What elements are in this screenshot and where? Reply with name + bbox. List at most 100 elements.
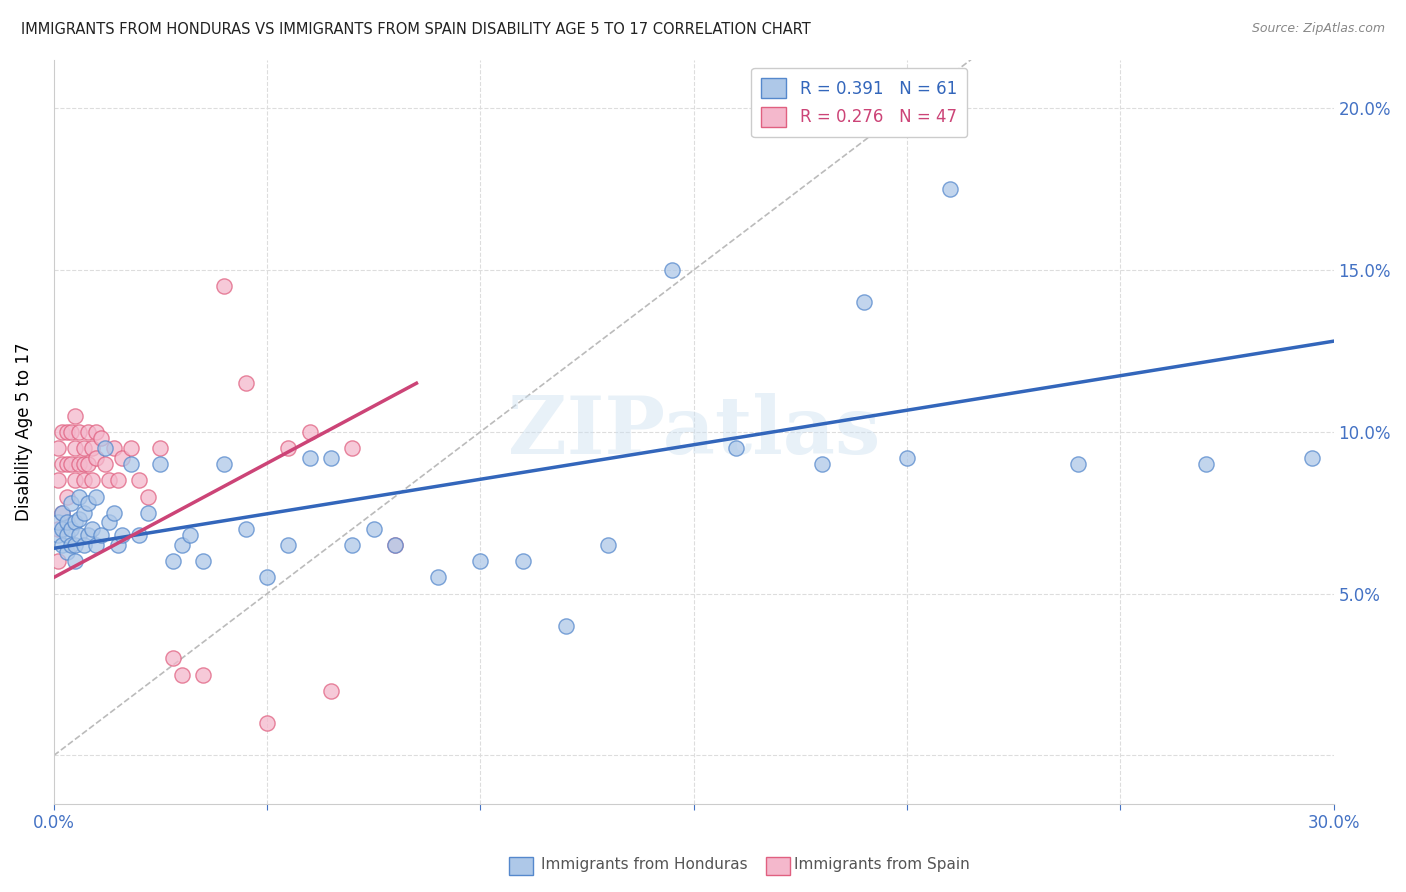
Point (725, 441, 748, 455)
Point (136, 490, 159, 504)
Point (298, 425, 321, 439)
Point (90, 431, 112, 445)
Point (107, 538, 129, 552)
Point (277, 538, 299, 552)
Point (191, 667, 214, 681)
Point (214, 457, 236, 471)
Point (55, 490, 77, 504)
Point (107, 473, 129, 487)
Point (470, 554, 492, 568)
Point (120, 457, 142, 471)
Point (51, 506, 73, 520)
Legend: R = 0.391   N = 61, R = 0.276   N = 47: R = 0.391 N = 61, R = 0.276 N = 47 (751, 68, 967, 137)
Point (94, 441, 117, 455)
FancyBboxPatch shape (509, 857, 533, 875)
Point (896, 450, 918, 465)
Point (170, 667, 193, 681)
Point (59, 522, 82, 536)
Point (1301, 450, 1323, 465)
Point (103, 506, 125, 520)
Point (321, 450, 343, 465)
Text: Immigrants from Honduras: Immigrants from Honduras (541, 857, 748, 872)
Point (111, 528, 134, 542)
Point (46, 522, 69, 536)
Point (51, 425, 73, 439)
Point (384, 538, 406, 552)
Point (59, 496, 82, 510)
Point (86, 538, 108, 552)
Point (661, 263, 683, 277)
Point (73, 506, 96, 520)
Point (384, 538, 406, 552)
Point (77, 457, 100, 471)
FancyBboxPatch shape (766, 857, 790, 875)
Point (214, 279, 236, 293)
Point (554, 619, 576, 633)
Point (63, 516, 86, 530)
Point (86, 425, 108, 439)
Point (55, 544, 77, 558)
Point (94, 457, 117, 471)
Point (1066, 457, 1088, 471)
Point (67, 528, 90, 542)
Point (67, 490, 90, 504)
Point (120, 441, 142, 455)
Point (191, 554, 214, 568)
Point (59, 457, 82, 471)
Point (51, 457, 73, 471)
Point (256, 716, 278, 731)
Point (73, 538, 96, 552)
Point (86, 490, 108, 504)
Point (59, 425, 82, 439)
Point (162, 651, 184, 665)
Point (235, 376, 257, 391)
Point (55, 457, 77, 471)
Point (51, 522, 73, 536)
Point (63, 409, 86, 423)
Point (363, 522, 385, 536)
Point (277, 441, 299, 455)
Point (55, 425, 77, 439)
Point (136, 506, 159, 520)
Point (82, 522, 104, 536)
Point (67, 512, 90, 526)
Point (98, 516, 121, 530)
Point (73, 473, 96, 487)
Point (63, 554, 86, 568)
Point (86, 450, 108, 465)
Point (256, 570, 278, 584)
Point (77, 528, 100, 542)
Point (73, 457, 96, 471)
Point (51, 506, 73, 520)
Point (67, 425, 90, 439)
Text: ZIPatlas: ZIPatlas (508, 392, 880, 471)
Point (46, 554, 69, 568)
Point (298, 450, 321, 465)
Point (46, 528, 69, 542)
Point (82, 441, 104, 455)
Point (73, 441, 96, 455)
Point (853, 295, 876, 310)
Point (63, 473, 86, 487)
Point (46, 516, 69, 530)
Text: Immigrants from Spain: Immigrants from Spain (794, 857, 970, 872)
Point (103, 441, 125, 455)
Point (426, 570, 449, 584)
Point (342, 538, 364, 552)
Point (46, 473, 69, 487)
Point (98, 473, 121, 487)
Point (63, 538, 86, 552)
Point (179, 528, 201, 542)
Point (598, 538, 620, 552)
Y-axis label: Disability Age 5 to 17: Disability Age 5 to 17 (15, 343, 32, 521)
Point (77, 496, 100, 510)
Point (1195, 457, 1218, 471)
Point (51, 538, 73, 552)
Point (128, 528, 150, 542)
Point (170, 538, 193, 552)
Point (342, 441, 364, 455)
Point (128, 473, 150, 487)
Point (46, 441, 69, 455)
Point (162, 554, 184, 568)
Point (82, 473, 104, 487)
